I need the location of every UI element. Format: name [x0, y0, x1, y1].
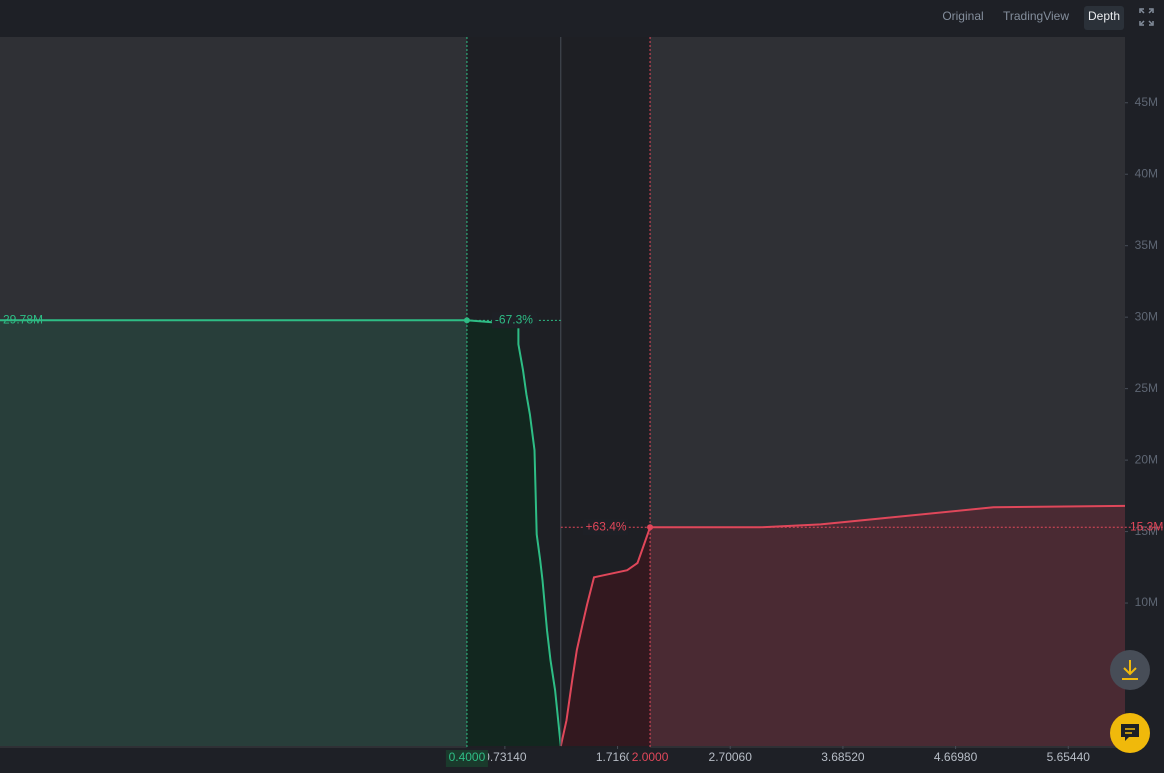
y-tick-label: 15M	[1135, 524, 1158, 538]
y-tick-label: 40M	[1135, 166, 1158, 180]
bid-point	[463, 317, 470, 324]
ask-price-label: 2.0000	[632, 750, 669, 764]
toolbar	[0, 0, 1164, 37]
ask-point	[647, 524, 654, 531]
bid-depth-label: 29.78M	[3, 312, 43, 326]
y-tick-label: 45M	[1135, 95, 1158, 109]
x-label-bg	[629, 750, 672, 767]
depth-line	[559, 504, 1126, 747]
chat-button[interactable]	[1110, 713, 1150, 753]
depth-area	[0, 320, 467, 746]
y-tick-label: 20M	[1135, 452, 1158, 466]
y-tick-label: 25M	[1135, 381, 1158, 395]
active-tab-bg	[1084, 6, 1124, 30]
depth-area	[466, 320, 561, 746]
x-tick-label: 1.71600	[596, 750, 640, 764]
x-tick-label: 5.65440	[1047, 750, 1091, 764]
x-tick-label: 3.68520	[821, 750, 865, 764]
tab[interactable]: TradingView	[1003, 9, 1069, 23]
tab-active[interactable]: Depth	[1088, 9, 1120, 23]
x-tick-label: 4.66980	[934, 750, 978, 764]
label-bg	[491, 312, 537, 329]
ask-depth-label: 15.3M	[1130, 519, 1163, 533]
x-label-bg	[445, 750, 488, 767]
depth-line	[0, 319, 562, 747]
y-tick-label: 30M	[1135, 309, 1158, 323]
download-button[interactable]	[1110, 650, 1150, 690]
tab[interactable]: Original	[942, 9, 983, 23]
x-tick-label: 2.70060	[709, 750, 753, 764]
depth-area	[560, 527, 651, 746]
bid-price-label: 0.4000	[449, 750, 486, 764]
y-tick-label: 10M	[1135, 595, 1158, 609]
depth-area	[650, 505, 1125, 746]
y-tick-label: 35M	[1135, 238, 1158, 252]
fullscreen-icon[interactable]	[1139, 8, 1154, 26]
label-bg	[583, 519, 629, 536]
bid-change: -67.3%	[495, 312, 533, 326]
x-tick-label: 0.73140	[483, 750, 527, 764]
ask-change: +63.4%	[586, 519, 627, 533]
